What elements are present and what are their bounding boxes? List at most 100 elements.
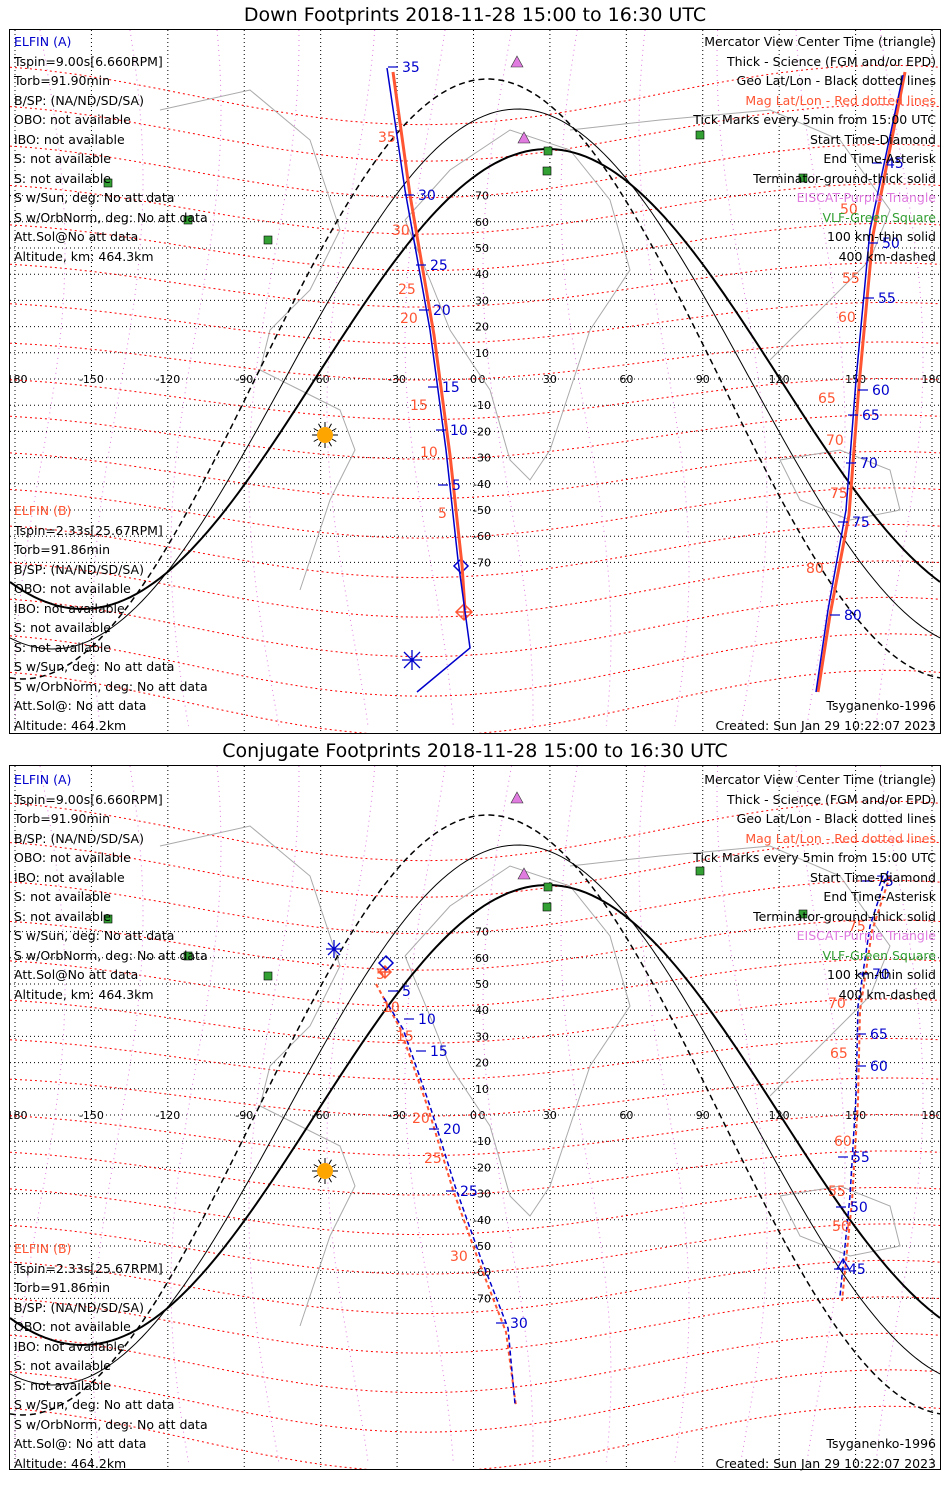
track-a-tick-label: 45 [848,1262,866,1278]
elfin-b-line: OBO: not available [14,581,131,596]
mag-lat-line [10,450,940,500]
legend-line: Mag Lat/Lon - Red dotted lines [745,830,936,846]
model-name: Tsyganenko-1996 [826,698,936,713]
elfin-a-line: Altitude, km: 464.3km [14,986,154,1002]
elfin-b-name: ELFIN (B) [14,503,72,518]
coastline [404,129,631,481]
created-timestamp: Created: Sun Jan 29 10:22:07 2023 [715,717,936,733]
elfin-a-line: S w/OrbNorm, deg: No att data [14,947,208,963]
mag-lat-line [10,1150,940,1196]
track-a-tick-label: 25 [460,1184,478,1200]
track-a-tick-label: 20 [443,1122,461,1138]
vlf-station-icon [695,130,705,140]
lon-tick-label: 150 [845,1109,866,1122]
lat-tick-label: -40 [473,1214,491,1227]
elfin-a-line: S w/Sun, deg: No att data [14,928,175,943]
elfin-b-line: S w/OrbNorm, deg: No att data [14,1416,208,1432]
lat-tick-label: -20 [473,425,491,438]
mag-lat-line [10,1186,940,1236]
legend-block: Mercator View Center Time (triangle) Thi… [693,770,936,1004]
elfin-a-track [383,997,516,1405]
legend-line: End Time-Asterisk [823,889,936,904]
mag-lat-line [10,1077,940,1117]
elfin-b-line: S: not available [14,1358,111,1373]
mag-lat-line [10,998,940,1044]
sun-icon [317,1163,333,1179]
mag-lat-line [10,1038,940,1080]
lon-tick-label: 30 [543,1109,557,1122]
sun-icon [317,427,333,443]
legend-line: EISCAT-Purple Triangle [796,928,936,943]
elfin-a-line: S w/Sun, deg: No att data [14,190,175,205]
sun-ray [313,1174,319,1178]
sun-ray [328,423,332,429]
sun-ray [318,423,322,429]
sun-ray [313,1164,319,1168]
track-a-tick-label: 10 [418,1012,436,1028]
track-a-tick-label: 70 [860,456,878,472]
lon-tick-label: 0 [470,373,477,386]
elfin-b-line: IBO: not available [14,1338,125,1354]
elfin-b-track [841,875,891,1302]
lat-tick-label: -50 [473,504,491,517]
legend-line: Terminator-ground-thick solid [753,908,936,924]
track-b-tick-label: 65 [830,1046,848,1062]
elfin-b-line: Tspin=2.33s[25.67RPM] [14,1260,163,1276]
terminator-100km [10,108,940,650]
mag-lat-line [10,378,940,420]
track-a-tick-label: 70 [872,967,890,983]
elfin-a-line: B/SP: (NA/ND/SD/SA) [14,92,144,108]
coastline [159,89,356,591]
lat-tick-label: 0 [479,1109,486,1122]
eiscat-station-icon [510,55,524,68]
mag-lon-line [875,766,924,1463]
track-a-tick-label: 10 [450,423,468,439]
mag-lat-line [10,487,940,539]
track-b-tick-label: 75 [830,486,848,502]
mag-lat-line [10,104,940,162]
track-b-tick-label: 25 [398,282,416,298]
mag-lat-line [10,262,940,308]
mag-lat-line [10,143,940,199]
elfin-a-line: Tspin=9.00s[6.660RPM] [14,791,163,807]
elfin-b-line: Altitude: 464.2km [14,1455,127,1471]
track-a-tick-label: 45 [886,156,904,172]
track-a-tick-label: 75 [852,515,870,531]
track-b-tick-label: 55 [828,1184,846,1200]
track-b-tick-label: 20 [412,1111,430,1127]
legend-line: EISCAT-Purple Triangle [796,190,936,205]
mag-lon-line [92,30,144,727]
vlf-station-icon [543,146,553,156]
elfin-a-track [815,74,904,693]
elfin-a-line: OBO: not available [14,112,131,127]
legend-line: Mercator View Center Time (triangle) [704,34,936,49]
elfin-b-line: S: not available [14,639,111,655]
lat-tick-label: -70 [473,556,491,569]
legend-block: Mercator View Center Time (triangle) Thi… [693,32,936,266]
track-a-tick-label: 15 [442,380,460,396]
lat-tick-label: -60 [473,530,491,543]
track-a-tick-label: 15 [430,1044,448,1060]
sun-ray [313,438,319,442]
mag-lon-line [560,766,612,1463]
mag-lon-line [248,30,300,727]
lon-tick-label: -30 [388,373,406,386]
track-a-tick-label: 30 [510,1316,528,1332]
start-diamond-icon [452,557,470,575]
legend-line: 400 km-dashed [838,248,936,264]
track-b-tick-label: 20 [400,311,418,327]
eiscat-station-icon [510,791,524,804]
mag-lon-line [92,766,144,1463]
elfin-b-line: IBO: not available [14,600,125,616]
model-info: Tsyganenko-1996 Created: Sun Jan 29 10:2… [716,696,936,735]
lat-tick-label: 20 [475,1057,489,1070]
map-panel-down: -180-150-120-90-60-300306090120150180706… [9,29,941,734]
lon-tick-label: -90 [235,1109,253,1122]
elfin-a-line: S: not available [14,170,111,186]
track-b-tick-label: 30 [392,223,410,239]
track-a-tick-label: 60 [872,383,890,399]
vlf-station-icon [798,173,808,183]
vlf-station-icon [183,951,193,961]
coastline [779,449,901,521]
lon-tick-label: 30 [543,373,557,386]
